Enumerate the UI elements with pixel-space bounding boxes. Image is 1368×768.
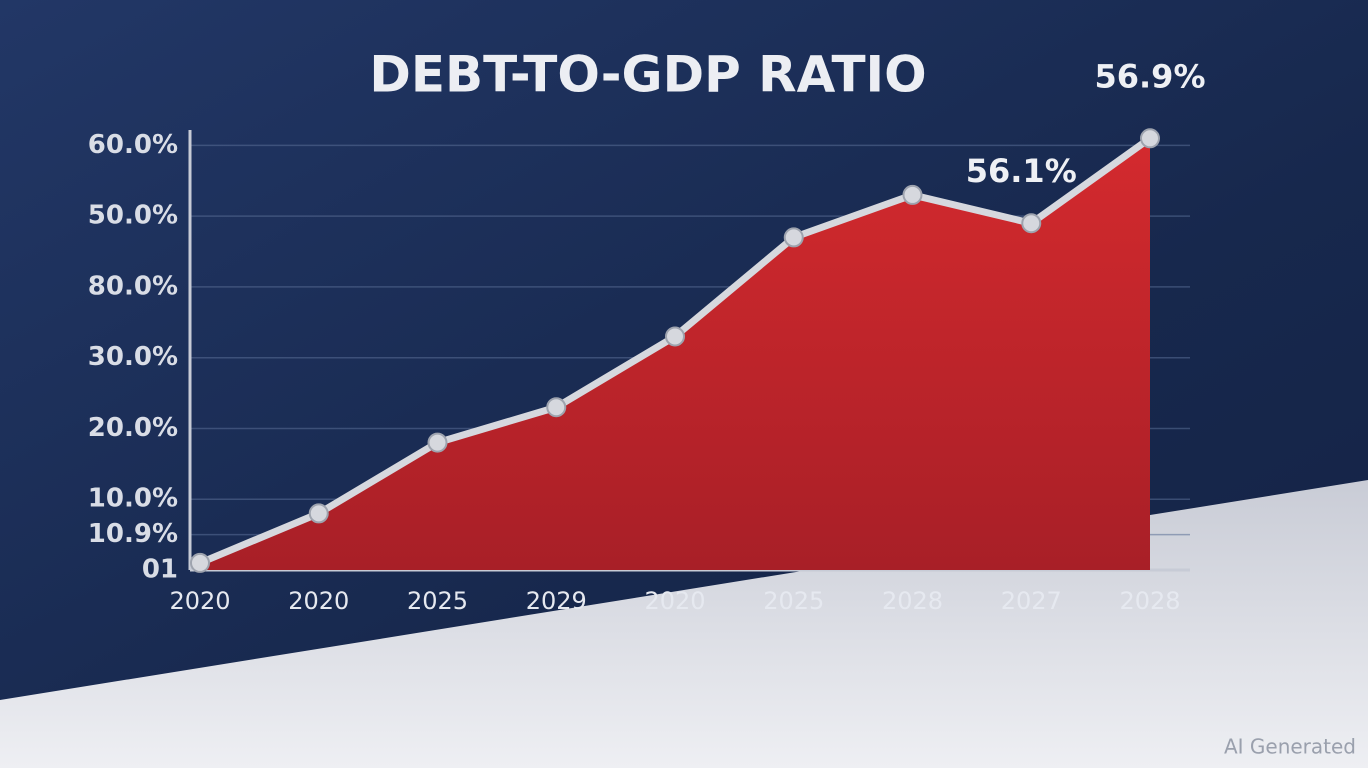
y-tick-label: 60.0% [88, 130, 178, 160]
y-tick-label: 50.0% [88, 201, 178, 231]
x-tick-label: 2028 [1119, 587, 1180, 615]
chart-title: DEBT-TO-GDP RATIO [369, 46, 926, 104]
y-tick-label: 10.9% [88, 519, 178, 549]
y-tick-label: 30.0% [88, 342, 178, 372]
x-tick-label: 2028 [882, 587, 943, 615]
point [1140, 128, 1160, 149]
watermark: AI Generated [1224, 735, 1356, 759]
y-tick-label: 10.0% [88, 484, 178, 514]
x-tick-label: 2020 [644, 587, 705, 615]
area [200, 138, 1150, 571]
x-tick-label: 2029 [526, 587, 587, 615]
annotation: 56.9% [1094, 57, 1205, 95]
y-tick-label: 01 [142, 555, 178, 585]
y-tick-label: 20.0% [88, 413, 178, 443]
y-tick-label: 80.0% [88, 271, 178, 301]
point [546, 397, 567, 418]
point [190, 552, 210, 573]
x-tick-label: 2025 [407, 587, 468, 615]
point [308, 503, 329, 524]
x-tick-label: 2027 [1001, 587, 1062, 615]
annotation: 56.1% [966, 152, 1077, 190]
x-tick-label: 2025 [763, 587, 824, 615]
point [1021, 213, 1042, 234]
point [427, 432, 448, 453]
point [783, 227, 804, 248]
point [665, 326, 685, 347]
x-tick-label: 2020 [288, 587, 349, 615]
x-tick-label: 2020 [169, 587, 230, 615]
point [902, 184, 923, 205]
